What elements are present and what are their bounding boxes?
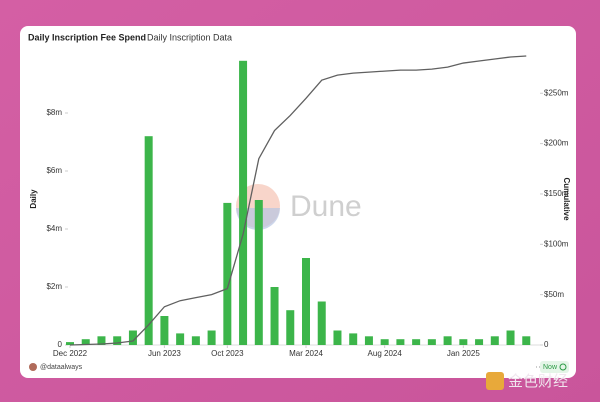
bar <box>506 330 515 345</box>
bar <box>270 287 279 345</box>
x-tick-label: Dec 2022 <box>53 349 88 358</box>
y2-tick-label: 0 <box>544 340 549 349</box>
bar <box>302 258 310 345</box>
bar <box>364 336 373 345</box>
bar <box>223 202 232 345</box>
bar <box>191 336 200 345</box>
bar <box>144 136 153 345</box>
bar <box>81 339 90 345</box>
bar <box>522 336 531 345</box>
bar <box>286 310 295 345</box>
status: Now <box>543 364 558 371</box>
y-tick-label: $2m <box>46 282 62 291</box>
bar <box>113 336 122 345</box>
author[interactable]: @dataalways <box>40 364 83 371</box>
bar <box>97 336 106 345</box>
bar <box>380 339 389 345</box>
bar <box>475 339 484 345</box>
bar <box>427 339 436 345</box>
bar <box>254 200 263 345</box>
line <box>69 55 527 346</box>
bar <box>128 330 137 345</box>
bar <box>239 60 248 346</box>
y-tick-label: 0 <box>58 340 63 349</box>
y2-tick-label: $250m <box>544 88 569 97</box>
y2-tick-label: $50m <box>544 290 564 299</box>
x-tick-label: Aug 2024 <box>368 349 403 358</box>
x-tick-label: Jan 2025 <box>447 349 480 358</box>
bar <box>317 301 326 345</box>
y-axis-label: Daily <box>29 189 38 209</box>
chart-subtitle: Daily Inscription Data <box>147 32 232 42</box>
y2-axis-label: Cumulative <box>562 177 571 221</box>
y-tick-label: $8m <box>46 108 62 117</box>
x-tick-label: Mar 2024 <box>289 349 323 358</box>
author-avatar <box>29 363 37 371</box>
bar <box>207 330 216 345</box>
bar <box>160 316 169 345</box>
y2-tick-label: $150m <box>544 189 569 198</box>
y-tick-label: $4m <box>46 224 62 233</box>
menu-dots[interactable]: ··· <box>535 361 544 371</box>
plot: 0 $2m $4m $6m $8m 0 $50m $100m $150m $200m $250m De… <box>46 55 569 358</box>
bar <box>396 339 405 345</box>
x-tick-label: Oct 2023 <box>211 349 244 358</box>
y2-tick-label: $100m <box>544 239 569 248</box>
watermark: Dune <box>290 190 362 223</box>
x-tick-label: Jun 2023 <box>148 349 181 358</box>
bar <box>66 342 74 345</box>
bar <box>349 333 358 345</box>
bar <box>176 333 185 345</box>
bar <box>459 339 468 345</box>
y2-tick-label: $200m <box>544 139 569 148</box>
bar <box>412 339 421 345</box>
status-icon <box>559 363 567 371</box>
bar <box>490 336 499 345</box>
card <box>20 26 576 378</box>
site-logo-icon <box>486 372 504 390</box>
bar <box>443 336 452 345</box>
bar <box>333 330 342 345</box>
y-tick-label: $6m <box>46 166 62 175</box>
site-logo: 金色财经 <box>508 373 568 390</box>
chart-title: Daily Inscription Fee Spend <box>28 32 146 42</box>
